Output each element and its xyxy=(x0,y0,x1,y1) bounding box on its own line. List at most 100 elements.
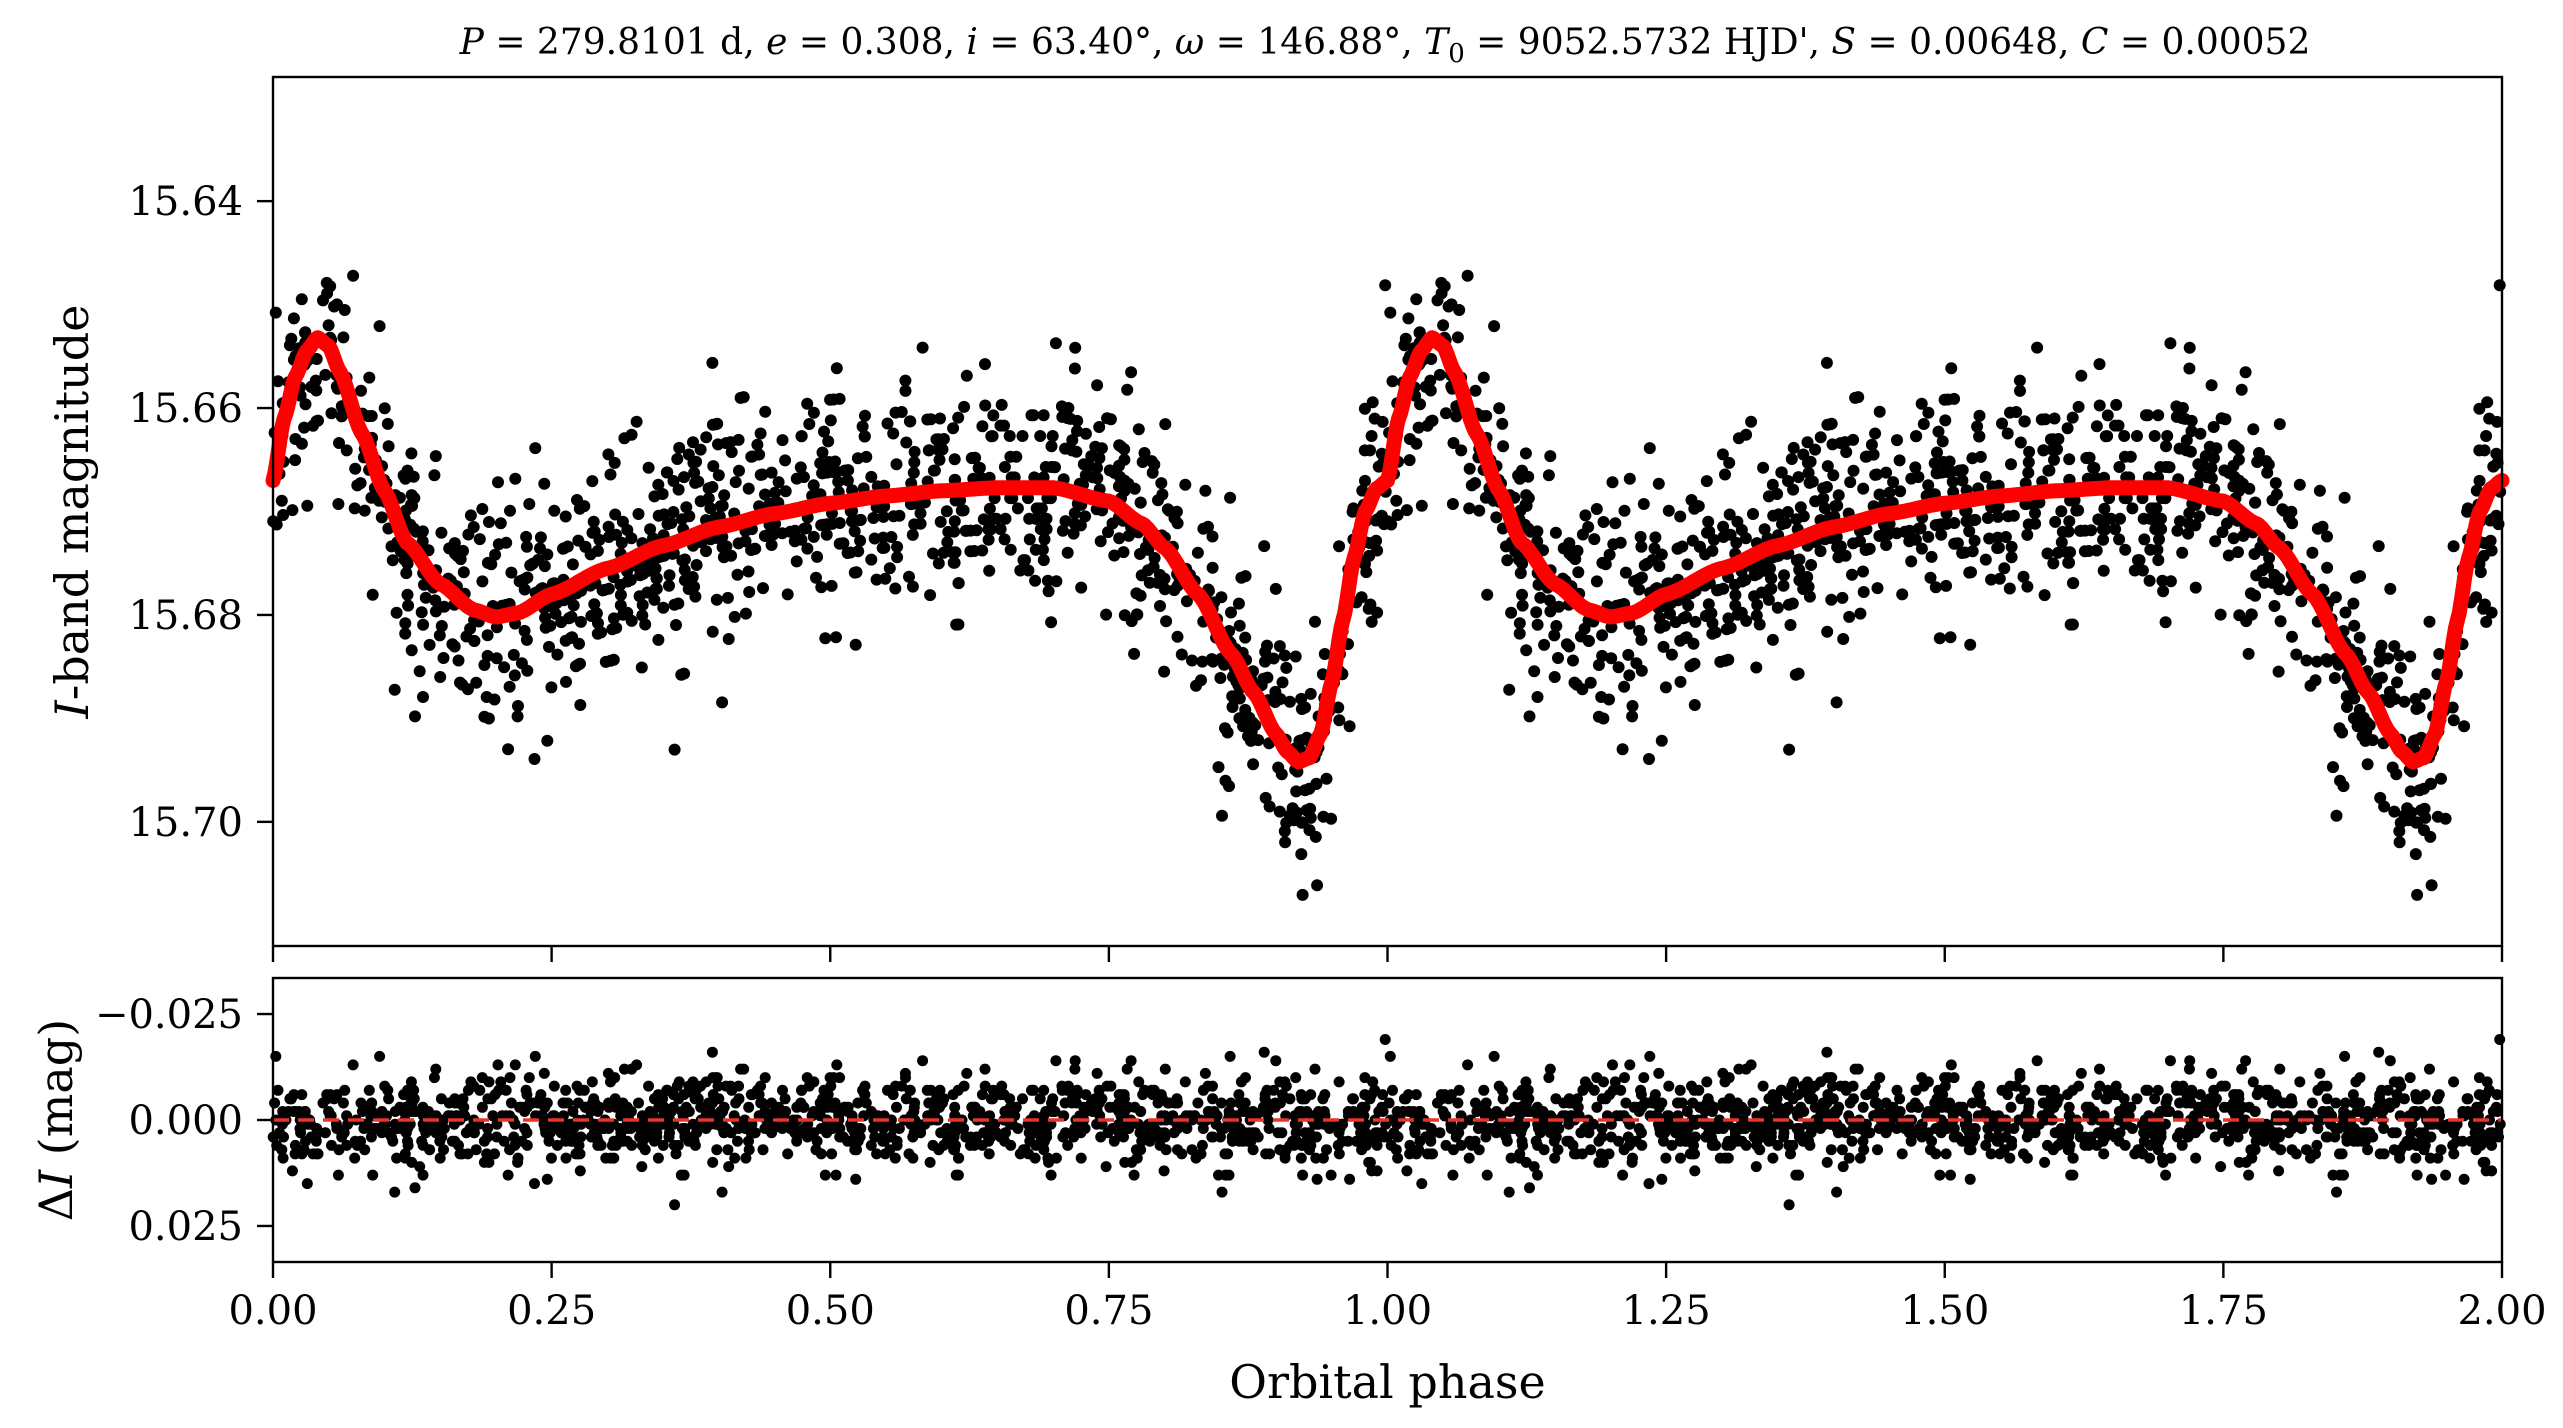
residual-point xyxy=(938,1139,950,1151)
residual-point xyxy=(1971,1084,1983,1096)
observed-point xyxy=(481,629,494,642)
residual-point xyxy=(644,1106,656,1117)
residual-point xyxy=(424,1144,436,1156)
observed-point xyxy=(1596,556,1609,569)
observed-point xyxy=(1216,809,1228,822)
residual-point xyxy=(2144,1152,2156,1164)
residual-point xyxy=(1235,1076,1247,1088)
observed-point xyxy=(2112,419,2125,432)
observed-point xyxy=(2205,379,2218,392)
observed-point xyxy=(1414,398,1426,411)
observed-point xyxy=(731,568,744,581)
observed-point xyxy=(1023,533,1036,546)
observed-point xyxy=(1951,537,1964,550)
residual-point xyxy=(850,1173,862,1185)
light-curve-ylabel-symbol: I xyxy=(45,699,99,719)
observed-point xyxy=(365,410,378,422)
observed-point xyxy=(859,409,871,422)
observed-point xyxy=(500,536,513,549)
observed-point xyxy=(807,479,820,492)
title-p-symbol: P xyxy=(459,22,485,63)
observed-point xyxy=(614,589,627,601)
residual-point xyxy=(2091,1139,2103,1151)
observed-point xyxy=(1180,595,1193,608)
residual-point xyxy=(2418,1127,2430,1139)
residual-point xyxy=(1031,1123,1043,1134)
observed-point xyxy=(765,466,778,479)
observed-point xyxy=(2113,461,2126,473)
observed-point xyxy=(2404,650,2417,663)
observed-point xyxy=(2013,374,2026,387)
residual-point xyxy=(2164,1055,2176,1067)
observed-point xyxy=(927,464,940,477)
observed-point xyxy=(1148,552,1161,564)
residual-point xyxy=(927,1139,939,1151)
observed-point xyxy=(1563,537,1576,550)
observed-point xyxy=(1091,461,1103,474)
observed-point xyxy=(610,528,623,541)
observed-point xyxy=(921,413,934,426)
residual-point xyxy=(2029,1127,2041,1139)
observed-point xyxy=(388,683,401,696)
observed-point xyxy=(1578,622,1591,635)
residual-point xyxy=(788,1114,799,1126)
observed-point xyxy=(375,511,388,524)
observed-point xyxy=(948,525,961,538)
observed-point xyxy=(1513,617,1526,630)
residual-point xyxy=(363,1084,375,1096)
residual-point xyxy=(1334,1123,1346,1134)
observed-point xyxy=(1649,531,1662,544)
observed-point xyxy=(1692,500,1705,513)
observed-point xyxy=(1981,512,1994,524)
residual-point xyxy=(818,1084,830,1096)
observed-point xyxy=(401,588,414,601)
observed-point xyxy=(2061,422,2074,435)
residual-point xyxy=(1091,1067,1103,1079)
residual-point xyxy=(1776,1084,1788,1096)
residual-point xyxy=(557,1097,569,1109)
observed-point xyxy=(1437,319,1450,332)
observed-point xyxy=(449,547,461,560)
residual-point xyxy=(523,1072,535,1084)
residual-point xyxy=(2094,1063,2105,1075)
observed-point xyxy=(2097,564,2110,577)
observed-point xyxy=(1979,553,1992,566)
residual-point xyxy=(626,1063,638,1075)
residual-point xyxy=(1717,1123,1729,1134)
observed-point xyxy=(1809,495,1822,508)
observed-point xyxy=(1019,554,1031,567)
observed-point xyxy=(512,700,524,712)
observed-point xyxy=(2330,809,2343,822)
observed-point xyxy=(1680,631,1693,644)
observed-point xyxy=(2239,366,2252,379)
observed-point xyxy=(776,434,789,447)
residual-point xyxy=(725,1127,737,1139)
observed-point xyxy=(478,710,491,723)
observed-point xyxy=(1333,540,1346,553)
residual-point xyxy=(1624,1059,1636,1071)
residual-point xyxy=(2311,1139,2323,1151)
observed-point xyxy=(1846,568,1858,581)
residual-point xyxy=(831,1059,843,1071)
observed-point xyxy=(2093,358,2106,371)
observed-point xyxy=(1560,638,1573,651)
residual-point xyxy=(1852,1063,1864,1075)
observed-point xyxy=(1045,616,1058,629)
residual-point xyxy=(1772,1139,1784,1151)
residual-point xyxy=(1100,1161,1112,1173)
observed-point xyxy=(1635,633,1648,646)
residual-point xyxy=(2401,1135,2413,1147)
observed-point xyxy=(1915,397,1928,410)
residual-point xyxy=(2210,1093,2222,1105)
residual-point xyxy=(824,1072,836,1084)
observed-point xyxy=(759,405,772,418)
residual-point xyxy=(907,1152,919,1164)
observed-point xyxy=(2145,502,2158,515)
observed-point xyxy=(608,456,621,469)
residual-point xyxy=(2322,1131,2333,1143)
observed-point xyxy=(2042,464,2055,477)
observed-point xyxy=(2131,430,2143,442)
residual-point xyxy=(1635,1127,1647,1139)
observed-point xyxy=(2062,525,2075,538)
observed-point xyxy=(891,540,904,553)
